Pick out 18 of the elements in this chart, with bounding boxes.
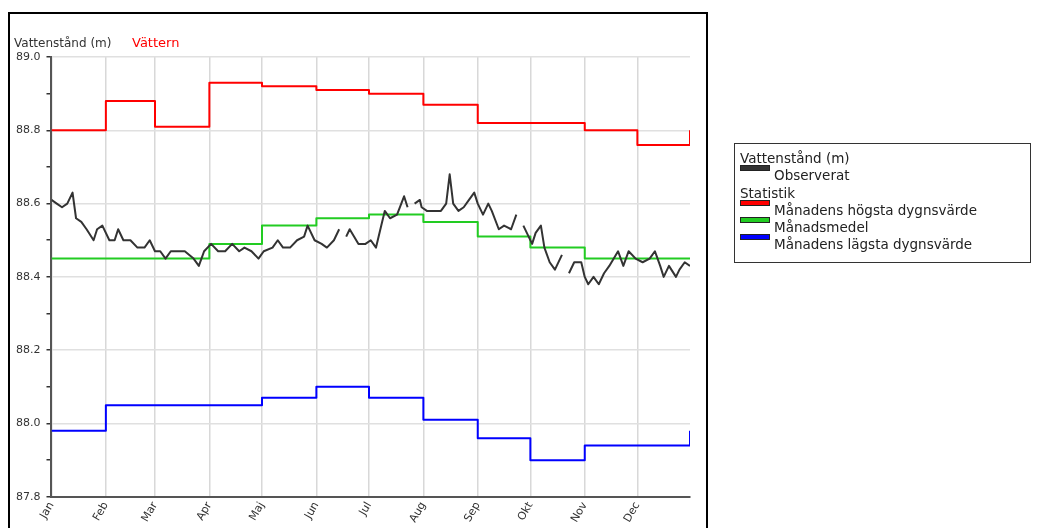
x-tick-label: Jul [355,499,375,519]
y-tick-label: 88.8 [15,123,41,137]
y-tick-label: 88.4 [15,269,41,283]
y-tick-label: 88.0 [15,416,41,430]
legend-label: Observerat [773,167,851,183]
x-tick-label: Okt [514,498,536,523]
y-tick-label: 88.2 [15,343,41,357]
chart-title: Vättern [132,35,180,50]
y-tick-label: 89.0 [15,49,41,63]
legend-label: Månadsmedel [773,219,870,235]
legend-title: Vattenstånd (m) [740,150,851,166]
legend-label: Månadens högsta dygnsvärde [773,202,978,218]
legend-label: Månadens lägsta dygnsvärde [773,236,974,252]
y-tick-label: 88.6 [15,196,41,210]
y-axis-title: Vattenstånd (m) [14,36,112,50]
x-tick-label: Jun [301,499,322,522]
x-tick-label: Feb [89,499,111,523]
text: Statistik [740,185,797,201]
